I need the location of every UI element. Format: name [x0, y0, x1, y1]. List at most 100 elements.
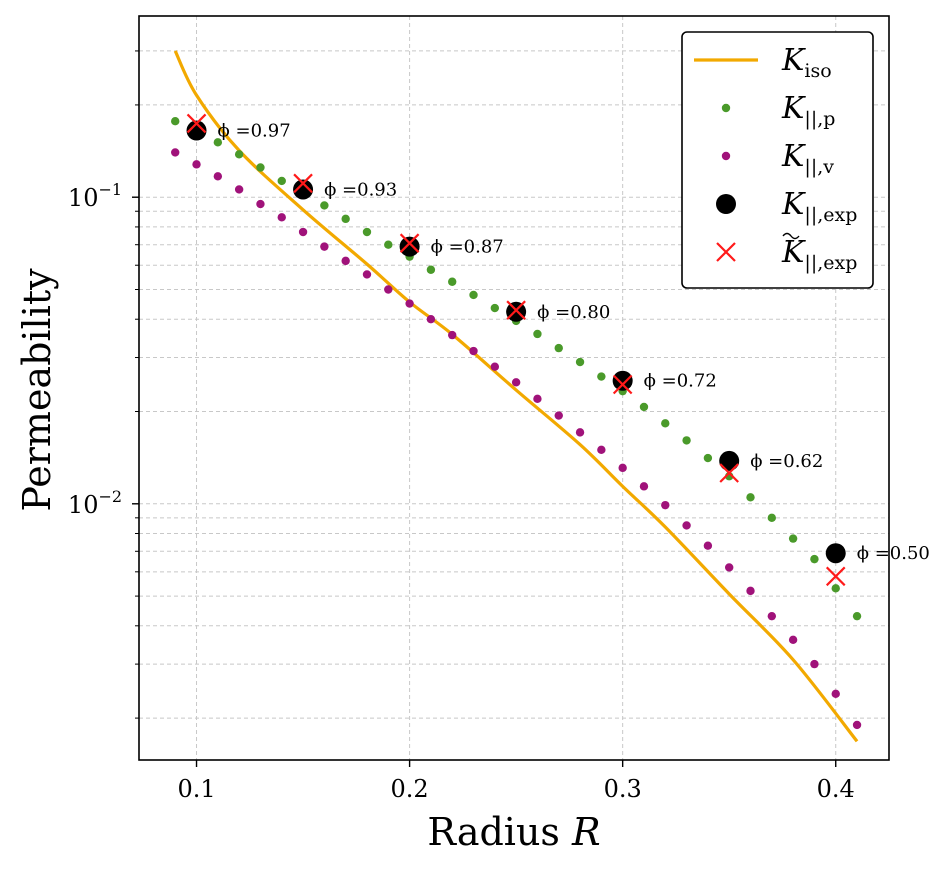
data-point: [852, 720, 862, 730]
legend-label-symbol: K: [781, 187, 806, 222]
legend-label: K||,v: [781, 139, 834, 178]
exp-data-point: [506, 301, 527, 322]
legend-label-subscript: ||,v: [804, 156, 834, 178]
legend-entry: K||,p: [721, 91, 835, 130]
data-point: [682, 521, 691, 530]
cross-stroke-b: [506, 300, 526, 320]
data-point: [213, 172, 223, 181]
x-tick-label: 0.2: [391, 775, 429, 803]
cross-data-point: [293, 173, 313, 194]
data-point: [767, 611, 777, 621]
legend-label: K||,p: [781, 91, 835, 130]
legend-entry: K||,exp: [716, 187, 857, 226]
axis-ticks: 0.1 0.2 0.3 0.410−210−1: [68, 50, 855, 803]
data-point: [597, 445, 606, 455]
data-point: [341, 214, 350, 224]
data-point: [554, 343, 563, 353]
cross-stroke-b: [612, 374, 633, 395]
data-point: [256, 199, 265, 209]
legend-entry: Kiso: [694, 43, 832, 82]
y-tick-base: 10: [68, 491, 99, 519]
data-point: [234, 150, 244, 159]
data-point: [703, 541, 713, 550]
legend-label: Kiso: [781, 43, 832, 82]
exp-data-point: [612, 370, 633, 391]
legend-label-subscript: ||,exp: [804, 204, 857, 226]
legend-swatch-big-dot: [716, 194, 736, 214]
cross-data-point: [399, 233, 420, 253]
data-point: [533, 329, 542, 339]
plot-marks: ϕ =0.97 ϕ =0.93 ϕ =0.87 ϕ =0.80 ϕ =0.72 ϕ =0.…: [171, 50, 930, 743]
cross-stroke-b: [719, 463, 739, 483]
exp-data-point: [825, 543, 846, 564]
data-point: [277, 213, 286, 222]
y-tick-exponent: −1: [98, 180, 122, 199]
data-point: [746, 493, 755, 502]
cross-stroke-b: [186, 113, 207, 134]
cross-data-point: [612, 374, 633, 395]
data-point: [192, 160, 201, 169]
data-point: [788, 635, 798, 645]
legend-tilde: [782, 232, 800, 240]
data-point: [767, 513, 777, 523]
data-point: [213, 138, 223, 147]
cross-stroke-b: [825, 566, 846, 587]
data-point: [469, 290, 478, 300]
data-point: [682, 436, 691, 445]
data-point: [426, 315, 436, 324]
legend-label-symbol: K: [781, 43, 806, 78]
legend-box: [681, 31, 874, 289]
data-point: [703, 453, 713, 463]
exp-data-point: [719, 450, 740, 471]
data-point: [661, 500, 670, 510]
data-point: [341, 256, 350, 266]
data-point: [852, 611, 862, 621]
phi-annotation: ϕ =0.62: [750, 451, 823, 472]
data-point: [448, 277, 457, 286]
x-tick-label: 0.1: [177, 775, 215, 803]
cross-stroke-b: [293, 173, 313, 194]
data-point: [554, 411, 563, 420]
data-point: [639, 402, 649, 412]
data-point: [426, 265, 436, 274]
data-point: [171, 148, 180, 157]
data-point: [362, 270, 372, 279]
data-point: [746, 586, 755, 596]
legend-label-subscript: ||,p: [804, 108, 835, 130]
legend-swatch-dot: [721, 103, 731, 113]
legend-entry: K||,exp: [716, 232, 857, 274]
legend-label-subscript: iso: [804, 60, 831, 82]
data-point: [661, 419, 670, 428]
data-point: [511, 378, 521, 387]
data-point: [405, 299, 414, 308]
legend-label-symbol: K: [781, 139, 806, 174]
data-point: [234, 185, 244, 194]
x-tick-label: 0.3: [604, 775, 642, 803]
exp-data-point: [399, 236, 420, 257]
data-point: [171, 116, 180, 126]
series-3: [186, 120, 846, 564]
exp-data-point: [186, 120, 207, 141]
data-point: [320, 242, 329, 251]
data-point: [533, 394, 542, 404]
data-point: [277, 176, 286, 186]
cross-data-point: [186, 113, 207, 134]
phi-annotation: ϕ =0.72: [644, 371, 717, 392]
phi-annotation: ϕ =0.97: [218, 121, 291, 142]
y-tick-base: 10: [68, 184, 99, 212]
data-point: [831, 689, 840, 699]
series-2: [171, 148, 862, 730]
y-axis-title: Permeability: [15, 268, 59, 512]
data-point: [362, 227, 372, 237]
data-point: [810, 659, 819, 669]
data-point: [490, 362, 500, 371]
data-point: [724, 563, 734, 572]
y-tick-exponent: −2: [98, 487, 122, 506]
data-point: [384, 285, 393, 294]
cross-data-point: [825, 566, 846, 587]
x-axis-title: Radius R: [427, 810, 600, 854]
data-point: [298, 227, 308, 237]
data-point: [256, 163, 265, 172]
